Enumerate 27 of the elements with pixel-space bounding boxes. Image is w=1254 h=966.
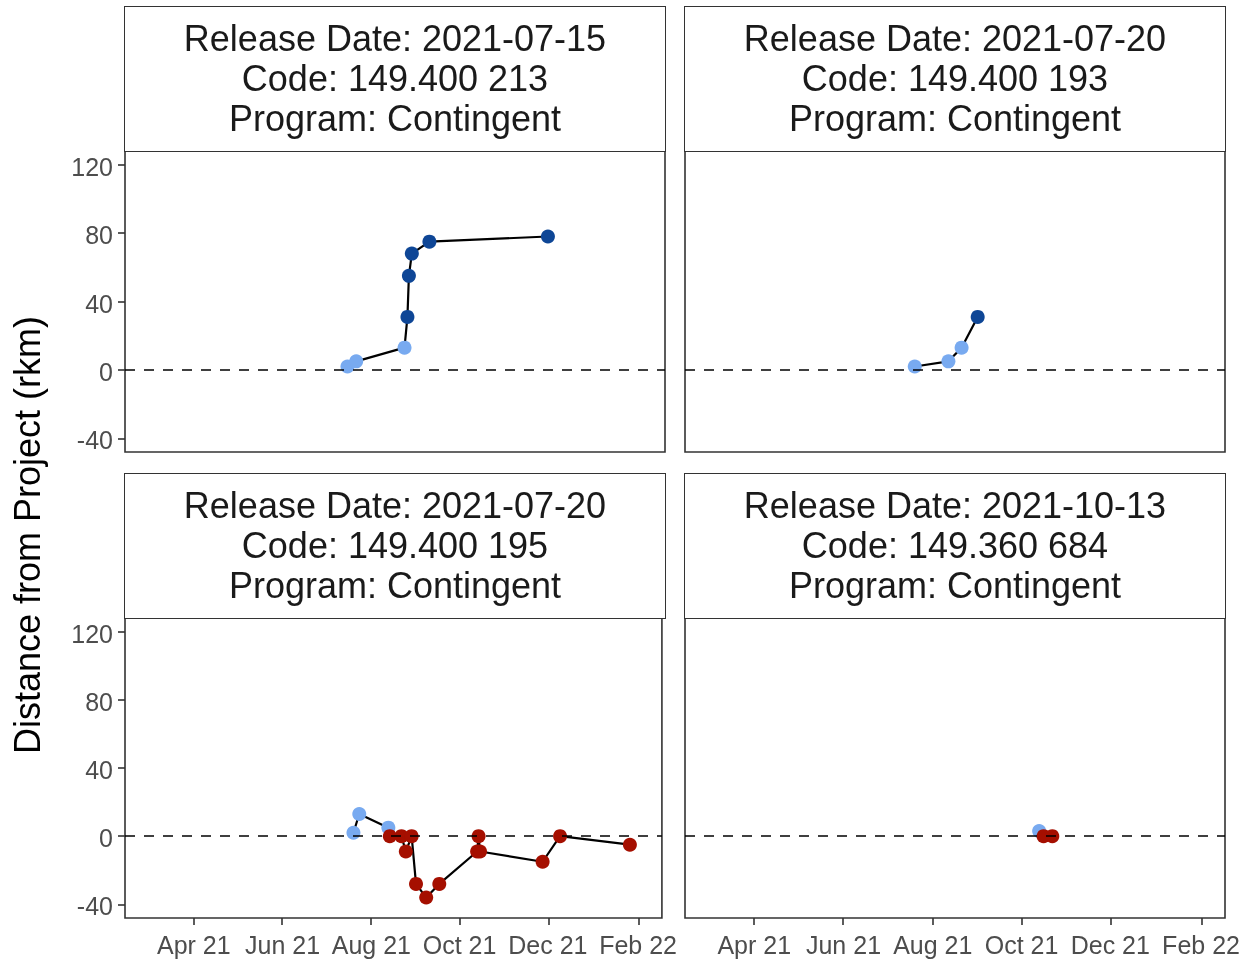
- y-axis-title: Distance from Project (rkm): [6, 314, 49, 757]
- chart-title: Release Date: 2021-10-13 Code: 149.360 684 Program: Contingent: [743, 484, 1167, 606]
- chart-title: Release Date: 2021-07-20 Code: 149.400 193 Program: Contingent: [743, 17, 1167, 139]
- x-tick-label: Dec 21: [508, 930, 588, 959]
- y-tick-label: 0: [99, 358, 113, 387]
- y-tick-label: 40: [85, 756, 113, 785]
- y-tick-label: 120: [71, 619, 113, 648]
- x-tick-label: Aug 21: [893, 930, 973, 959]
- x-tick-label: Oct 21: [422, 930, 497, 959]
- x-tick-label: Feb 22: [1162, 930, 1240, 959]
- y-tick-label: 80: [85, 221, 113, 250]
- y-tick-label: 0: [99, 824, 113, 853]
- y-tick-label: -40: [76, 426, 113, 455]
- x-tick-label: Dec 21: [1070, 930, 1150, 959]
- y-tick-label: 80: [85, 687, 113, 716]
- y-tick-label: 40: [85, 289, 113, 318]
- x-tick-label: Apr 21: [157, 930, 231, 959]
- x-tick-label: Aug 21: [331, 930, 411, 959]
- x-tick-label: Feb 22: [599, 930, 678, 959]
- chart-title: Release Date: 2021-07-20 Code: 149.400 195 Program: Contingent: [183, 484, 607, 606]
- x-tick-label: Jun 21: [805, 930, 882, 959]
- x-tick-label: Apr 21: [717, 930, 792, 959]
- y-tick-label: -40: [76, 892, 113, 921]
- x-tick-label: Jun 21: [245, 930, 321, 959]
- y-tick-label: 120: [71, 152, 113, 181]
- chart-title: Release Date: 2021-07-15 Code: 149.400 213 Program: Contingent: [183, 17, 607, 139]
- x-tick-label: Oct 21: [984, 930, 1059, 959]
